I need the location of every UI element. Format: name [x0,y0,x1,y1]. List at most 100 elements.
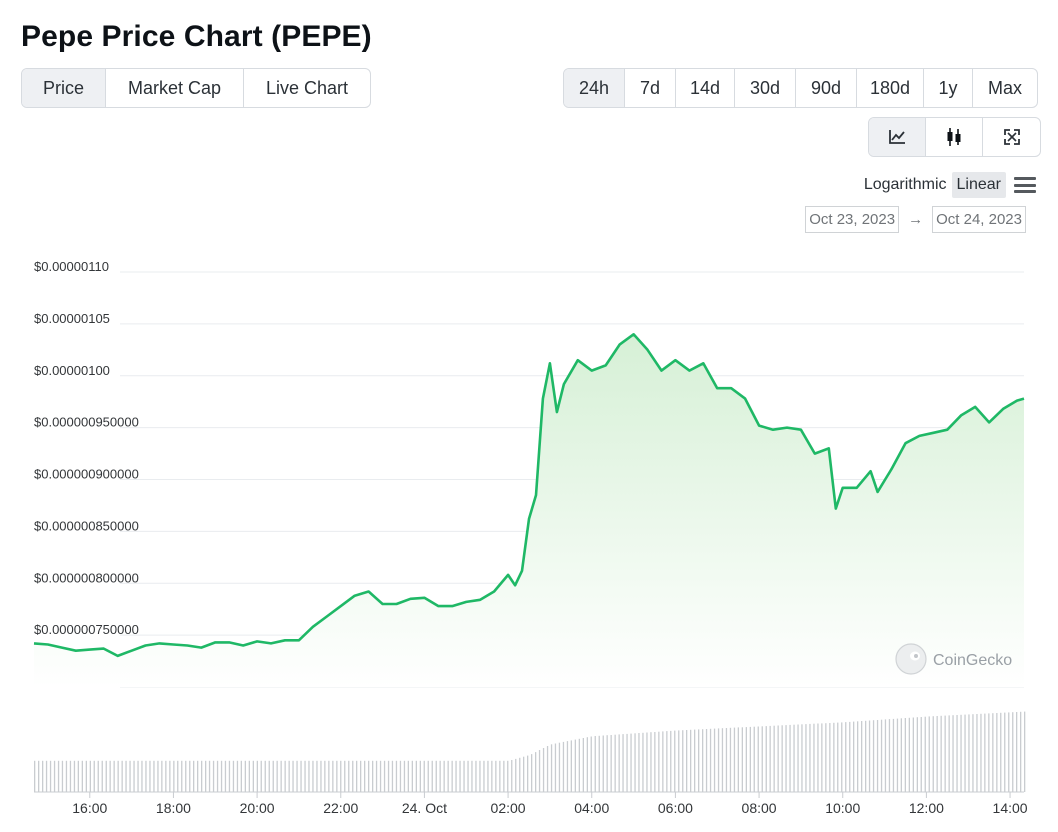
volume-bar [113,760,115,792]
volume-bar [682,730,684,792]
volume-bar [515,758,517,792]
volume-bar [471,760,473,792]
volume-bar [324,760,326,792]
volume-bar [705,729,708,792]
range-14d-button[interactable]: 14d [676,69,735,107]
volume-bar [773,725,775,792]
volume-bar [379,760,382,792]
volume-bar [296,760,298,792]
volume-bar [777,725,779,792]
volume-bar [670,730,672,792]
arrow-right-icon: → [908,211,924,228]
range-7d-button[interactable]: 7d [625,69,676,107]
volume-bar [165,760,167,792]
volume-bar [562,741,565,792]
volume-bar [181,760,183,792]
volume-bar [499,760,501,792]
volume-bar [463,760,465,792]
volume-bar [690,729,692,792]
volume-bar [125,760,127,792]
volume-bar [813,723,815,792]
volume-bar [546,746,549,792]
volume-bar [781,725,783,792]
volume-bar [833,722,835,792]
volume-bar [717,728,720,792]
volume-bar [594,736,596,792]
range-1y-button[interactable]: 1y [924,69,973,107]
tab-live-chart[interactable]: Live Chart [265,77,349,98]
date-to-input[interactable]: Oct 24, 2023 [932,206,1026,233]
volume-bar [972,714,974,792]
volume-bar [201,760,203,792]
volume-bar [749,726,751,792]
range-90d-button[interactable]: 90d [796,69,857,107]
volume-bar [725,728,728,792]
volume-bar [236,760,239,792]
candlestick-button[interactable] [926,118,983,156]
volume-bar [793,724,795,792]
volume-bar [403,760,406,792]
volume-bar [193,760,195,792]
volume-bar [173,760,175,792]
coingecko-watermark-text: CoinGecko [933,652,1012,669]
logarithmic-scale-button[interactable]: Logarithmic [863,176,947,193]
volume-bar [857,721,859,792]
volume-bar [757,726,759,792]
x-tick-label: 06:00 [658,800,693,816]
volume-bar [550,744,553,792]
volume-bar [912,717,914,792]
volume-bar [308,760,310,792]
tab-market-cap[interactable]: Market Cap [106,69,244,107]
volume-bar [260,760,262,792]
range-24h-button[interactable]: 24h [564,69,625,107]
range-30d-button[interactable]: 30d [735,69,796,107]
volume-bar [399,760,402,792]
volume-bar [638,733,640,792]
date-from-input[interactable]: Oct 23, 2023 [805,206,900,233]
volume-bar [558,742,561,792]
volume-bar [892,718,895,792]
price-line [33,333,1025,658]
x-tick-label: 12:00 [909,800,944,816]
volume-bar [519,757,521,792]
volume-bar [423,760,425,792]
fullscreen-button[interactable] [983,118,1040,156]
volume-bar [356,760,358,792]
volume-bar [85,760,87,792]
volume-bar [93,760,95,792]
range-max-button[interactable]: Max [987,77,1022,98]
volume-bar [133,760,135,792]
volume-bar [566,741,569,792]
x-tick-label: 20:00 [240,800,275,816]
volume-bar [284,760,286,792]
range-180d-button[interactable]: 180d [857,69,924,107]
volume-bar [256,760,258,792]
tab-price[interactable]: Price [22,69,106,107]
volume-bar [89,760,91,792]
volume-bar [61,760,64,792]
scale-toggle: Logarithmic Linear [859,170,1036,200]
volume-bar [888,719,891,792]
volume-bar [861,721,863,792]
volume-bar [948,715,950,792]
volume-bar [880,719,883,792]
volume-bar [729,727,732,792]
volume-bar [709,728,712,792]
volume-bar [884,719,887,792]
volume-bar [789,724,791,792]
volume-bar [332,760,334,792]
volume-bar [904,718,906,792]
volume-bar [244,760,246,792]
volume-bar [988,713,990,792]
volume-bar [475,760,477,792]
volume-bar [375,760,378,792]
volume-bar [686,730,688,792]
y-tick-label: $0.000000900000 [34,467,139,482]
volume-bar [208,760,211,792]
volume-bar [554,743,557,792]
line-chart-button[interactable] [869,118,926,156]
y-tick-label: $0.000000950000 [34,415,139,430]
linear-scale-button[interactable]: Linear [951,172,1006,198]
hamburger-menu-icon[interactable] [1014,177,1036,193]
